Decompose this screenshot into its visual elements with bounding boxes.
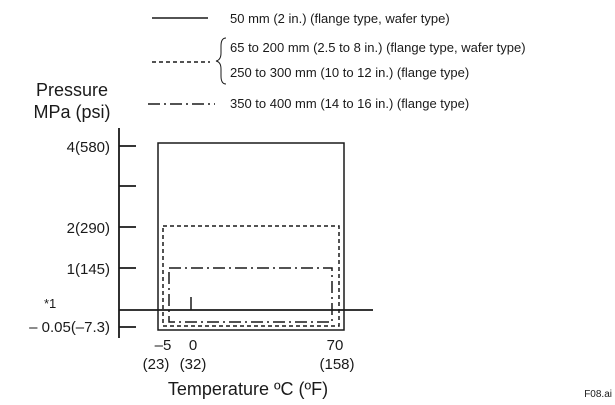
figure-id: F08.ai — [584, 389, 612, 400]
x-tick-label-fahrenheit-3: (158) — [319, 356, 354, 373]
x-tick-label-celsius-1: –5 — [155, 337, 172, 354]
legend-solid-label: 50 mm (2 in.) (flange type, wafer type) — [230, 11, 450, 26]
y-axis-title-line2: MPa (psi) — [33, 102, 110, 122]
x-tick-label-celsius-2: 0 — [189, 337, 197, 354]
legend-dashed-label-2: 250 to 300 mm (10 to 12 in.) (flange typ… — [230, 65, 469, 80]
y-tick-label-4: 4(580) — [67, 139, 110, 156]
y-tick-label-2: 2(290) — [67, 220, 110, 237]
legend-dashed-label-1: 65 to 200 mm (2.5 to 8 in.) (flange type… — [230, 40, 526, 55]
region-dashdot-350-400mm — [168, 267, 333, 323]
region-solid-50mm — [157, 142, 345, 331]
y-axis-title-line1: Pressure — [36, 80, 108, 100]
region-dashed-65-300mm — [162, 225, 340, 327]
legend-dashdot-label: 350 to 400 mm (14 to 16 in.) (flange typ… — [230, 96, 469, 111]
y-tick-label-note: *1 — [44, 296, 56, 311]
y-tick-label-1: 1(145) — [67, 261, 110, 278]
x-tick-label-celsius-3: 70 — [327, 337, 344, 354]
legend-brace — [215, 37, 227, 85]
x-tick-label-fahrenheit-1: (23) — [143, 356, 170, 373]
y-tick-label-min: – 0.05(–7.3) — [29, 319, 110, 336]
x-tick-label-fahrenheit-2: (32) — [180, 356, 207, 373]
y-axis-ticks — [119, 145, 136, 328]
x-axis-title: Temperature ºC (ºF) — [168, 379, 328, 399]
legend: 50 mm (2 in.) (flange type, wafer type) … — [148, 11, 526, 111]
